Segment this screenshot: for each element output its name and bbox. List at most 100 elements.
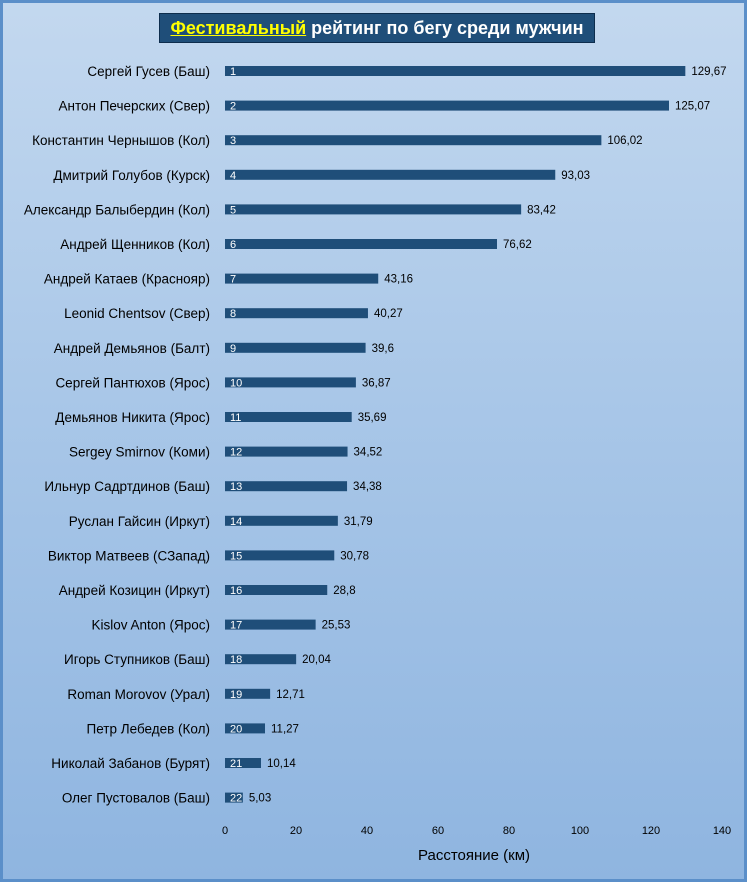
data-label: 11,27 [271,723,299,735]
rank-label: 16 [230,585,242,597]
bar [225,758,261,768]
bar [225,100,669,111]
data-label: 76,62 [503,239,532,251]
category-label: Kislov Anton (Ярос) [91,618,210,633]
data-label: 34,38 [353,481,382,493]
category-label: Ильнур Садртдинов (Баш) [44,479,210,494]
data-label: 34,52 [354,447,383,459]
category-label: Николай Забанов (Бурят) [51,756,210,771]
data-label: 35,69 [358,412,387,424]
rank-label: 8 [230,308,236,320]
category-label: Олег Пустовалов (Баш) [62,791,210,806]
rank-label: 22 [230,793,242,805]
rank-label: 14 [230,516,242,528]
category-label: Сергей Пантюхов (Ярос) [55,375,210,390]
data-label: 30,78 [340,550,369,562]
rank-label: 21 [230,758,242,770]
data-label: 12,71 [276,689,305,701]
bar [225,204,522,215]
category-label: Leonid Chentsov (Свер) [64,306,210,321]
bar [225,377,356,388]
bar [225,723,266,734]
chart-title: Фестивальный рейтинг по бегу среди мужчи… [159,13,595,43]
x-axis-ticks: 0 20 40 60 80 100 120 140 [222,825,731,837]
data-label: 10,14 [267,758,296,770]
data-label: 28,8 [333,585,355,597]
category-label: Виктор Матвеев (СЗапад) [48,548,210,563]
bar [225,792,243,803]
data-label: 40,27 [374,308,403,320]
bar [225,481,348,492]
bar [225,342,366,353]
category-label: Руслан Гайсин (Иркут) [69,514,210,529]
x-tick-label: 40 [361,825,373,837]
x-tick-label: 140 [713,825,731,837]
category-label: Антон Печерских (Свер) [59,99,211,114]
rank-label: 2 [230,101,236,113]
x-tick-label: 60 [432,825,444,837]
category-label: Александр Балыбердин (Кол) [24,202,210,217]
data-label: 43,16 [384,274,413,286]
rank-label: 18 [230,654,242,666]
data-label: 20,04 [302,654,331,666]
rank-label: 11 [230,412,241,424]
x-tick-label: 100 [571,825,589,837]
rank-label: 4 [230,170,236,182]
bar [225,169,556,180]
bar [225,550,335,561]
rank-label: 7 [230,274,236,286]
bar [225,515,338,526]
x-tick-label: 20 [290,825,302,837]
category-label: Андрей Демьянов (Балт) [54,341,210,356]
rank-label: 20 [230,723,242,735]
category-label: Андрей Щенников (Кол) [60,237,210,252]
rank-label: 3 [230,135,236,147]
data-label: 39,6 [372,343,394,355]
rank-label: 10 [230,377,242,389]
data-label: 83,42 [527,204,556,216]
rank-label: 17 [230,620,242,632]
rank-label: 6 [230,239,236,251]
bar [225,585,328,595]
data-label: 25,53 [322,620,351,632]
rank-label: 5 [230,204,236,216]
x-tick-label: 0 [222,825,228,837]
bar [225,446,348,457]
bar [225,412,352,422]
rank-label: 15 [230,550,242,562]
data-label: 36,87 [362,377,391,389]
category-label: Игорь Ступников (Баш) [64,652,210,667]
data-label: 125,07 [675,101,710,113]
rank-label: 12 [230,447,242,459]
bar [225,66,686,76]
x-tick-label: 120 [642,825,660,837]
data-label: 5,03 [249,793,271,805]
data-label: 93,03 [561,170,590,182]
rank-label: 9 [230,343,236,355]
bar [225,654,297,665]
x-axis-title: Расстояние (км) [418,847,530,864]
category-label: Дмитрий Голубов (Курск) [53,168,210,183]
bar [225,688,271,699]
bars-layer: Сергей Гусев (Баш) 1 129,67 Антон Печерских… [24,64,727,806]
category-label: Петр Лебедев (Кол) [87,721,210,736]
rank-label: 13 [230,481,242,493]
category-label: Sergey Smirnov (Коми) [69,445,210,460]
bar [225,135,602,146]
rank-label: 1 [230,66,236,78]
category-label: Андрей Катаев (Краснояр) [44,272,210,287]
category-label: Константин Чернышов (Кол) [32,133,210,148]
bar [225,619,316,630]
bar [225,273,379,284]
category-label: Сергей Гусев (Баш) [87,64,210,79]
category-label: Roman Morovov (Урал) [67,687,210,702]
bar [225,308,368,319]
x-tick-label: 80 [503,825,515,837]
chart-title-accent: Фестивальный [170,18,307,38]
rank-label: 19 [230,689,242,701]
data-label: 106,02 [607,135,642,147]
data-label: 129,67 [691,66,726,78]
category-label: Демьянов Никита (Ярос) [55,410,210,425]
